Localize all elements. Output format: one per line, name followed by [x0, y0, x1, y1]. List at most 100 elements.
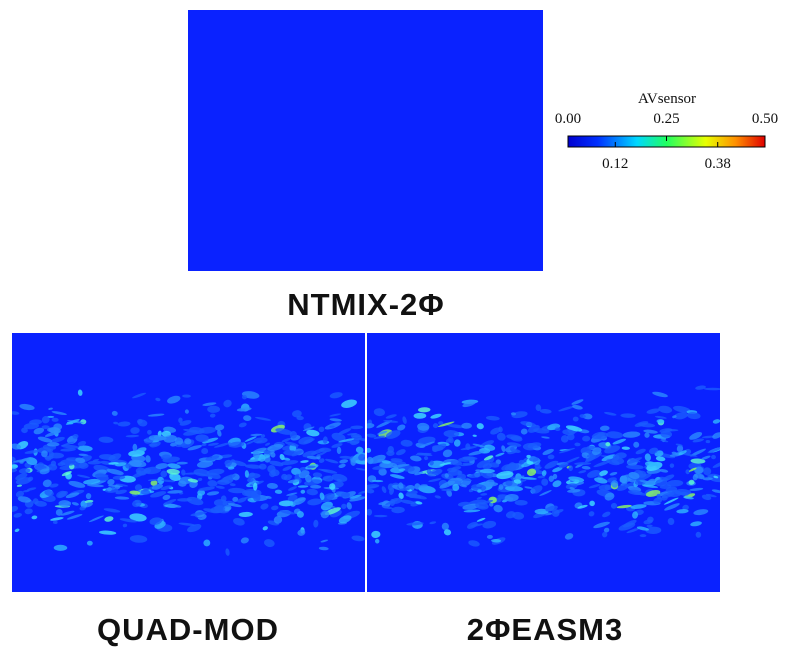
texture-blob [682, 504, 689, 511]
texture-blob [207, 480, 218, 487]
texture-blob [207, 405, 221, 413]
texture-blob [389, 474, 405, 479]
texture-blob [236, 407, 252, 412]
texture-blob [466, 521, 478, 529]
texture-blob [465, 443, 471, 451]
texture-blob [707, 447, 720, 454]
texture-blob [310, 484, 322, 489]
texture-blob [555, 427, 561, 432]
texture-blob [430, 413, 442, 419]
texture-blob [524, 486, 533, 489]
texture-blob [15, 490, 25, 498]
texture-blob [587, 469, 601, 478]
texture-blob [302, 426, 315, 432]
texture-blob [498, 426, 503, 433]
texture-blob [447, 424, 465, 429]
texture-blob [493, 504, 503, 513]
texture-blob [76, 474, 91, 479]
texture-blob [462, 462, 473, 466]
texture-blob [673, 405, 691, 413]
texture-blob [18, 468, 31, 474]
texture-blob [318, 426, 325, 433]
texture-blob [381, 486, 387, 494]
texture-blob [13, 512, 23, 518]
texture-blob [429, 460, 434, 466]
texture-blob [418, 407, 431, 413]
texture-blob [603, 527, 610, 533]
texture-blob [201, 447, 209, 455]
texture-blob [367, 484, 380, 489]
texture-blob [480, 493, 488, 496]
texture-blob [253, 494, 261, 502]
texture-blob [419, 441, 436, 448]
texture-blob [56, 490, 67, 499]
texture-blob [505, 480, 513, 487]
texture-blob [484, 479, 495, 488]
colorbar-tick-label: 0.12 [602, 156, 628, 172]
texture-blob [373, 514, 388, 518]
texture-blob [676, 445, 684, 453]
texture-blob [184, 409, 189, 414]
texture-blob [526, 468, 537, 476]
texture-blob [633, 441, 640, 448]
texture-blob [312, 472, 323, 478]
texture-blob [320, 493, 335, 503]
texture-blob [468, 450, 485, 456]
texture-blob [564, 533, 574, 540]
texture-blob [136, 418, 143, 424]
texture-blob [129, 459, 147, 468]
texture-blob [83, 478, 101, 485]
texture-blob [178, 417, 183, 423]
texture-blob [453, 439, 461, 447]
texture-blob [106, 468, 124, 476]
panel-label: QUAD-MOD [97, 612, 279, 647]
texture-blob [98, 530, 117, 535]
texture-blob [484, 444, 496, 451]
texture-blob [675, 443, 683, 447]
texture-blob [71, 502, 79, 506]
texture-blob [397, 424, 406, 431]
texture-blob [53, 423, 63, 431]
texture-blob [273, 515, 283, 524]
texture-blob [41, 450, 48, 458]
texture-blob [331, 432, 346, 442]
texture-blob [599, 470, 608, 476]
texture-blob [637, 470, 647, 478]
texture-blob [612, 438, 627, 445]
texture-blob [652, 391, 668, 398]
texture-blob [378, 468, 387, 476]
texture-blob [182, 394, 191, 398]
texture-blob [355, 467, 365, 471]
texture-blob [616, 504, 632, 509]
texture-blob [65, 419, 80, 425]
texture-blob [667, 517, 675, 526]
texture-blob [32, 498, 39, 505]
texture-blob [135, 447, 147, 454]
texture-blob [367, 433, 377, 438]
texture-blob [490, 427, 501, 435]
texture-blob [377, 430, 388, 435]
texture-blob [582, 435, 591, 442]
texture-blob [306, 455, 320, 460]
texture-blob [639, 534, 647, 538]
texture-blob [75, 457, 86, 464]
texture-blob [320, 539, 329, 543]
texture-blob [385, 430, 401, 439]
texture-blob [639, 480, 655, 485]
texture-blob [284, 441, 299, 447]
texture-blob [374, 538, 380, 544]
texture-blob [140, 489, 151, 495]
texture-blob [203, 539, 211, 547]
texture-blob [286, 492, 298, 496]
texture-blob [391, 506, 405, 514]
texture-blob [83, 502, 93, 508]
texture-blob [415, 501, 423, 505]
texture-blob [443, 529, 452, 536]
texture-blob [711, 489, 720, 494]
texture-blob [647, 461, 663, 467]
texture-blob [201, 443, 207, 447]
texture-blob [664, 503, 680, 511]
texture-blob [521, 477, 537, 480]
texture-blob [367, 508, 373, 516]
texture-blob [44, 489, 54, 497]
